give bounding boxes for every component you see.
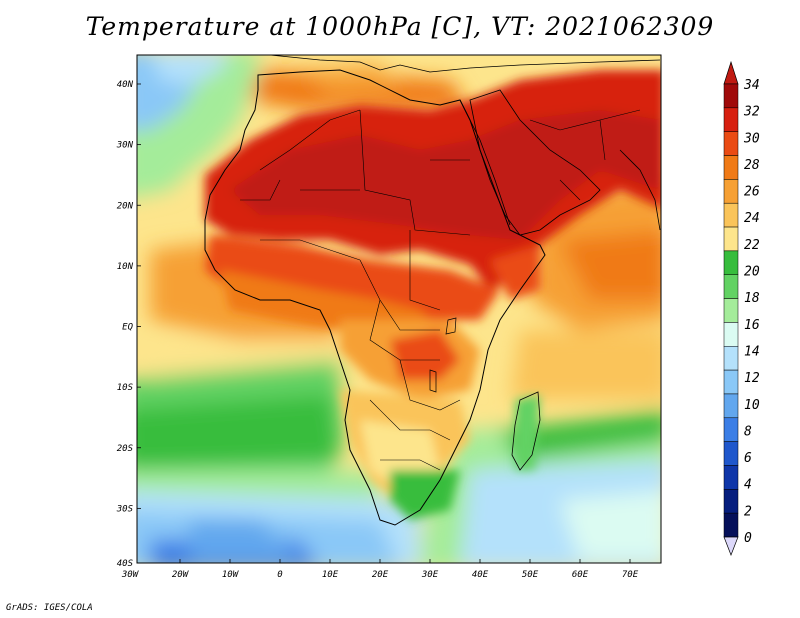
x-tick-label: 20W [172,570,190,580]
x-tick-label: 20E [372,570,389,580]
x-tick-label: 30W [121,570,140,580]
colorbar-segment [723,107,739,132]
y-tick-label: 10S [117,383,134,393]
colorbar-label: 22 [744,238,760,253]
y-tick-label: 30N [116,141,134,151]
colorbar-label: 14 [744,344,760,359]
colorbar-label: 2 [744,504,752,519]
colorbar-label: 26 [744,185,760,200]
x-tick-label: 60E [572,570,589,580]
y-tick-label: 10N [117,262,134,272]
colorbar-label: 0 [744,531,752,546]
colorbar-segment [723,250,739,275]
x-tick-label: 70E [622,570,639,580]
colorbar-label: 24 [744,211,760,226]
colorbar-segment [723,322,739,347]
x-tick-label: 0 [277,570,282,580]
colorbar-segment [723,226,739,252]
colorbar-label: 30 [743,131,760,146]
colorbar-segment [723,179,739,204]
colorbar-segment [723,274,739,299]
colorbar-label: 8 [744,424,752,439]
colorbar-label: 12 [744,371,760,386]
y-tick-label: 20S [117,444,134,454]
map-title: Temperature at 1000hPa [C], VT: 20210623… [85,12,715,41]
y-tick-label: 20N [117,201,134,211]
colorbar-segment [723,512,739,538]
x-tick-label: 10W [222,570,240,580]
grads-credit: GrADS: IGES/COLA [6,603,93,613]
x-tick-label: 40E [472,570,489,580]
colorbar-label: 32 [743,105,760,120]
x-tick-label: 50E [522,570,539,580]
colorbar-label: 28 [744,158,760,173]
colorbar-segment [723,441,739,466]
coastlines [204,55,661,526]
colorbar-label: 20 [744,265,760,280]
colorbar-segment [723,202,739,228]
colorbar-bottom-arrow [723,536,739,556]
colorbar-label: 10 [744,398,760,413]
colorbar-label: 16 [744,318,760,333]
temperature-field [137,55,661,563]
colorbar-segment [723,346,739,371]
colorbar-segment [723,417,739,442]
colorbar-segment [723,393,739,419]
colorbar-segment [723,131,739,156]
colorbar-label: 18 [744,291,760,306]
x-tick-label: 10E [322,570,339,580]
colorbar-segment [723,155,739,180]
colorbar-label: 4 [744,478,752,493]
colorbar-top-arrow [723,60,739,85]
y-tick-label: EQ [122,323,133,333]
colorbar-segment [723,369,739,395]
colorbar-segment [723,83,739,109]
map-frame [136,54,662,564]
colorbar-segment [723,489,739,514]
y-tick-label: 30S [116,504,134,514]
x-tick-label: 30E [421,570,439,580]
colorbar-label: 6 [744,451,752,466]
colorbar-segment [723,465,739,490]
y-tick-label: 40N [117,80,134,90]
colorbar-segment [723,298,739,323]
map-axes: 30W 20W 10W 0 10E 20E 30E 40E 50E 60E 70E 40N 30N 20… [116,80,639,580]
colorbar-label: 34 [743,78,760,93]
y-tick-label: 40S [117,559,134,569]
